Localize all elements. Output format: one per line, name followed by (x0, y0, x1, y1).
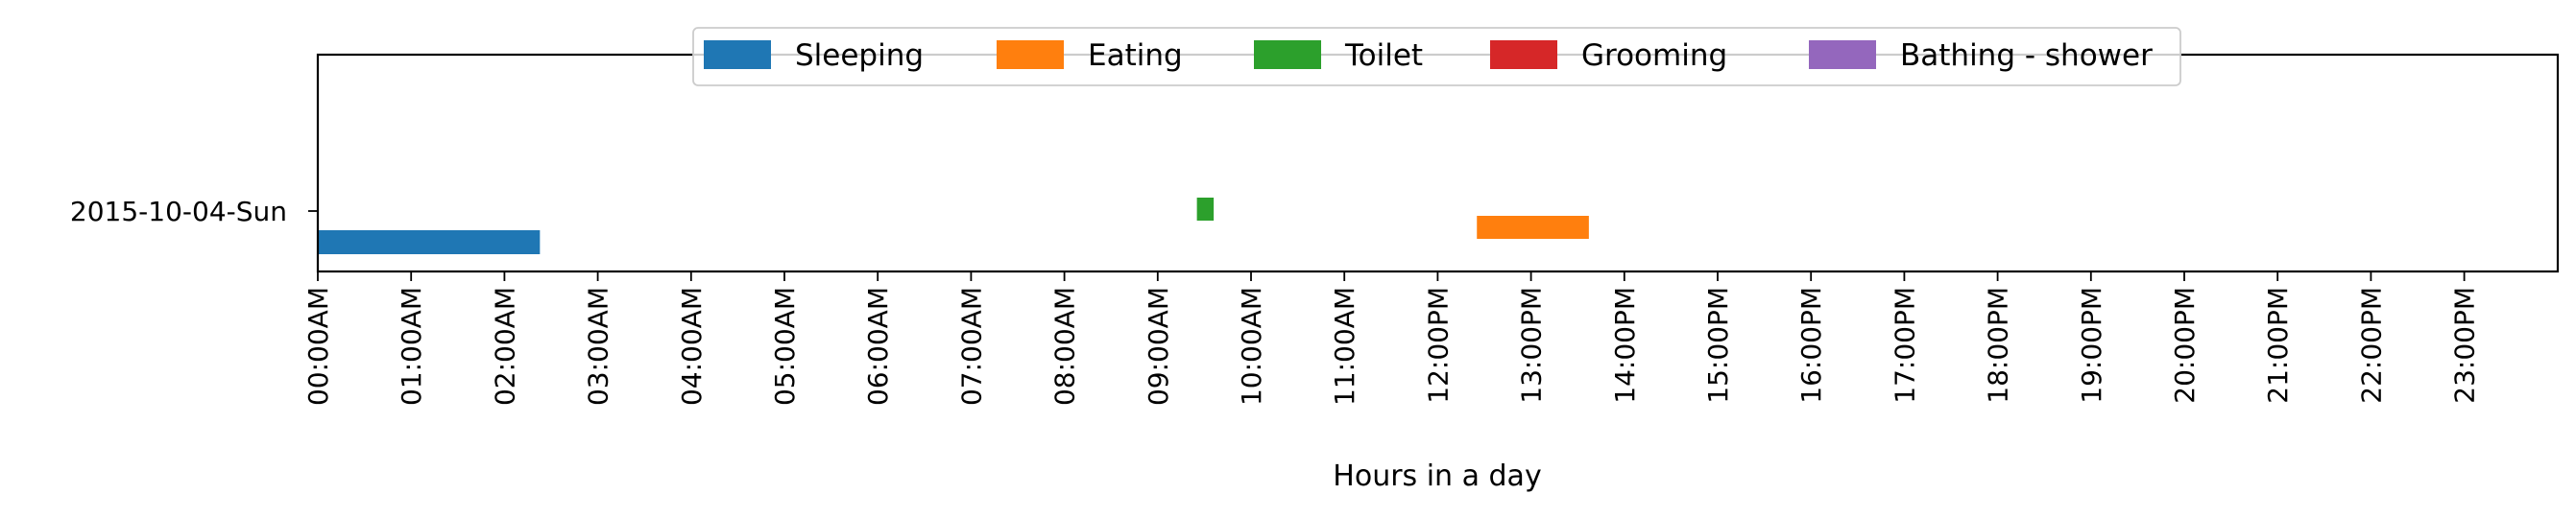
y-axis: 2015-10-04-Sun (70, 196, 318, 227)
x-tick-label: 20:00PM (2169, 287, 2201, 404)
x-tick-label: 18:00PM (1983, 287, 2014, 404)
x-tick-label: 21:00PM (2262, 287, 2294, 404)
legend-label: Sleeping (795, 38, 924, 73)
x-tick-label: 06:00AM (862, 287, 894, 406)
x-tick-label: 16:00PM (1795, 287, 1827, 404)
x-tick-label: 12:00PM (1422, 287, 1454, 404)
x-tick-label: 19:00PM (2076, 287, 2107, 404)
x-axis-title: Hours in a day (1333, 459, 1541, 493)
legend-swatch-bathing-shower (1809, 40, 1876, 69)
legend-label: Toilet (1344, 38, 1423, 73)
x-tick-label: 15:00PM (1702, 287, 1734, 404)
x-tick-label: 04:00AM (676, 287, 708, 406)
x-tick-label: 05:00AM (769, 287, 801, 406)
x-tick-label: 13:00PM (1516, 287, 1548, 404)
x-tick-label: 17:00PM (1889, 287, 1920, 404)
legend-label: Grooming (1581, 38, 1727, 73)
x-tick-label: 09:00AM (1143, 287, 1174, 406)
legend-label: Bathing - shower (1900, 38, 2153, 73)
x-tick-label: 10:00AM (1236, 287, 1267, 406)
x-tick-label: 11:00AM (1329, 287, 1360, 406)
y-tick-label: 2015-10-04-Sun (70, 196, 287, 227)
legend-swatch-toilet (1254, 40, 1321, 69)
bar-toilet-0 (1196, 198, 1215, 221)
x-tick-label: 01:00AM (396, 287, 427, 406)
x-tick-label: 02:00AM (489, 287, 520, 406)
legend-label: Eating (1088, 38, 1183, 73)
x-tick-label: 00:00AM (302, 287, 334, 406)
x-tick-label: 14:00PM (1609, 287, 1641, 404)
bar-eating-0 (1477, 216, 1589, 239)
legend-swatch-eating (997, 40, 1064, 69)
x-tick-label: 22:00PM (2355, 287, 2387, 404)
x-tick-label: 08:00AM (1049, 287, 1081, 406)
bar-sleeping-0 (318, 230, 541, 254)
legend-frame (692, 27, 2181, 86)
x-tick-label: 23:00PM (2449, 287, 2481, 404)
legend: Sleeping Eating Toilet Grooming Bathing - sh… (692, 27, 2181, 86)
x-tick-label: 03:00AM (583, 287, 614, 406)
x-tick-label: 07:00AM (955, 287, 987, 406)
chart-marks (318, 198, 1589, 254)
legend-swatch-grooming (1490, 40, 1557, 69)
legend-swatch-sleeping (704, 40, 771, 69)
x-axis: 00:00AM 01:00AM 02:00AM 03:00AM 04:00AM 05:00… (302, 271, 2481, 406)
